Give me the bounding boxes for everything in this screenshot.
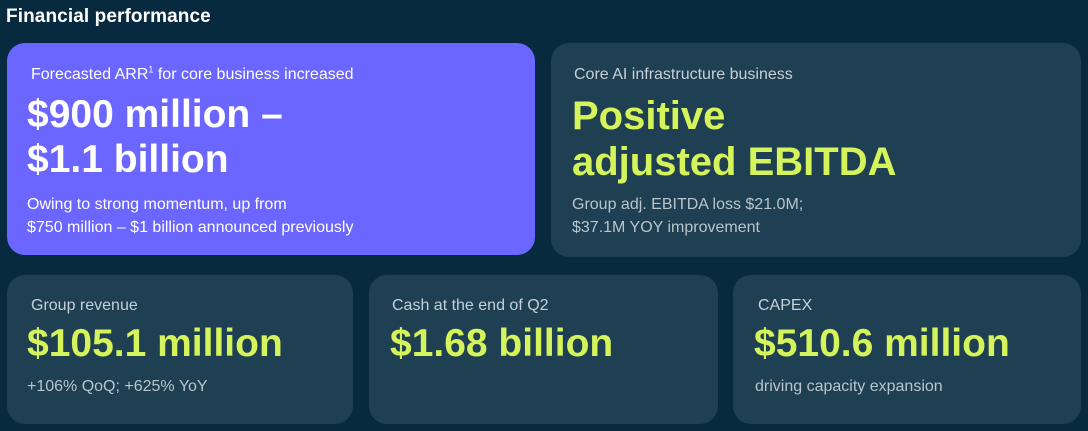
arr-label-suffix: for core business increased xyxy=(153,66,354,83)
cash-card: Cash at the end of Q2 $1.68 billion xyxy=(369,275,718,424)
revenue-card-label: Group revenue xyxy=(31,297,138,314)
page-title: Financial performance xyxy=(6,6,211,27)
capex-description: driving capacity expansion xyxy=(755,378,943,395)
ebitda-card-label: Core AI infrastructure business xyxy=(574,66,793,83)
revenue-growth: +106% QoQ; +625% YoY xyxy=(27,378,208,395)
arr-footnote-marker: 1 xyxy=(148,64,154,75)
ebitda-description-line-2: $37.1M YOY improvement xyxy=(572,219,760,236)
cash-card-label: Cash at the end of Q2 xyxy=(392,297,549,314)
capex-card: CAPEX $510.6 million driving capacity ex… xyxy=(733,275,1081,424)
arr-label-text: Forecasted ARR xyxy=(31,66,149,83)
cash-value: $1.68 billion xyxy=(390,322,614,365)
arr-value-line-1: $900 million – xyxy=(27,93,283,136)
ebitda-card: Core AI infrastructure business Positive… xyxy=(551,43,1081,257)
ebitda-value-line-2: adjusted EBITDA xyxy=(572,140,897,184)
arr-value-line-2: $1.1 billion xyxy=(27,137,229,181)
arr-description-line-1: Owing to strong momentum, up from xyxy=(27,196,287,213)
capex-card-label: CAPEX xyxy=(758,297,813,314)
capex-value: $510.6 million xyxy=(754,322,1010,365)
arr-description-line-2: $750 million – $1 billion announced prev… xyxy=(27,219,354,236)
arr-description: Owing to strong momentum, up from $750 m… xyxy=(27,193,353,239)
revenue-card: Group revenue $105.1 million +106% QoQ; … xyxy=(7,275,353,424)
arr-card-label: Forecasted ARR1 for core business increa… xyxy=(31,64,354,84)
arr-card: Forecasted ARR1 for core business increa… xyxy=(7,43,535,255)
arr-value: $900 million – $1.1 billion xyxy=(27,93,283,183)
revenue-value: $105.1 million xyxy=(27,322,283,365)
ebitda-value: Positive adjusted EBITDA xyxy=(572,93,896,185)
ebitda-description: Group adj. EBITDA loss $21.0M; $37.1M YO… xyxy=(572,193,803,239)
ebitda-description-line-1: Group adj. EBITDA loss $21.0M; xyxy=(572,196,804,213)
ebitda-value-line-1: Positive xyxy=(572,94,726,138)
